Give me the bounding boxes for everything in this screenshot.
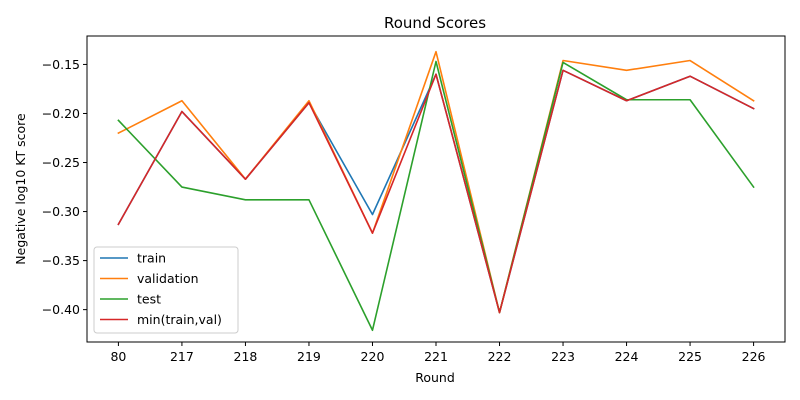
legend-label: validation	[137, 271, 199, 286]
x-tick-label: 80	[110, 349, 126, 364]
legend-label: train	[137, 251, 166, 266]
x-tick-label: 221	[424, 349, 448, 364]
x-axis: 80 217 218 219 220 221 222 223 224 225 226	[110, 342, 766, 364]
series-line-validation	[117, 50, 755, 314]
y-tick-label: −0.20	[42, 106, 80, 121]
y-tick-label: −0.30	[42, 204, 80, 219]
x-tick-label: 220	[361, 349, 385, 364]
series-line-min-train-val-	[117, 69, 755, 314]
y-axis: −0.40 −0.35 −0.30 −0.25 −0.20 −0.15	[42, 57, 87, 317]
legend-box	[93, 246, 239, 334]
y-tick-label: −0.35	[42, 253, 80, 268]
x-tick-label: 217	[170, 349, 194, 364]
y-tick-label: −0.15	[42, 57, 80, 72]
x-tick-label: 222	[488, 349, 512, 364]
legend-label: min(train,val)	[137, 312, 222, 327]
legend-label: test	[137, 292, 161, 307]
x-tick-label: 219	[297, 349, 321, 364]
y-tick-label: −0.25	[42, 155, 80, 170]
x-axis-label: Round	[415, 370, 455, 385]
series-line-test	[117, 60, 755, 332]
x-tick-label: 224	[615, 349, 639, 364]
chart-title: Round Scores	[384, 14, 486, 32]
legend: train validation test min(train,val)	[93, 246, 239, 334]
x-tick-label: 223	[551, 349, 575, 364]
x-tick-label: 226	[742, 349, 766, 364]
x-tick-label: 218	[234, 349, 258, 364]
y-tick-label: −0.40	[42, 302, 80, 317]
x-tick-label: 225	[678, 349, 702, 364]
series-layer	[117, 50, 755, 332]
y-axis-label: Negative log10 KT score	[13, 113, 28, 265]
